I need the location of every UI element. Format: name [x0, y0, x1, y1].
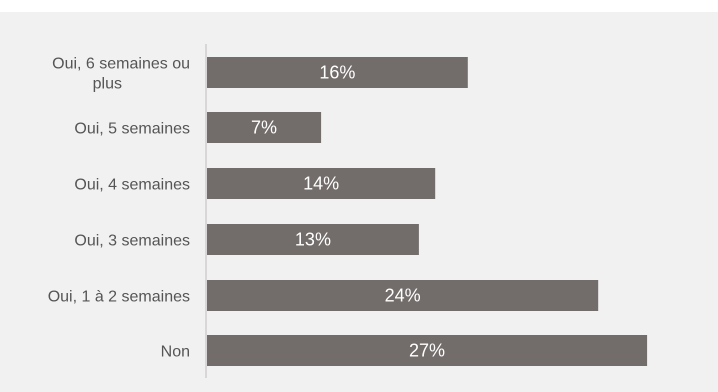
- category-label: Oui, 3 semaines: [74, 233, 190, 250]
- bars-group: 16% 7% 14% 13% 24% 27%: [207, 57, 648, 366]
- bar-1: [207, 112, 322, 143]
- bar-value-label: 27%: [409, 341, 445, 361]
- category-labels-group: Oui, 6 semaines ou plus Oui, 5 semaines Oui…: [48, 56, 190, 361]
- category-label: Oui, 4 semaines: [74, 177, 190, 194]
- category-label: Oui, 6 semaines ou: [52, 56, 190, 73]
- bar-value-label: 16%: [319, 63, 355, 83]
- bar-value-label: 24%: [385, 286, 421, 306]
- bar-3: [207, 224, 419, 255]
- bar-chart: 16% 7% 14% 13% 24% 27% Oui, 6 semaines ou plus…: [48, 44, 648, 378]
- bar-value-label: 7%: [251, 118, 277, 138]
- bar-4: [207, 280, 599, 311]
- bar-value-label: 14%: [303, 174, 339, 194]
- category-label: Oui, 5 semaines: [74, 121, 190, 138]
- bar-value-label: 13%: [295, 230, 331, 250]
- category-label: plus: [93, 76, 122, 93]
- bar-2: [207, 168, 436, 199]
- category-label: Oui, 1 à 2 semaines: [48, 289, 190, 306]
- bar-5: [207, 335, 648, 366]
- bar-0: [207, 57, 468, 88]
- chart-panel: 16% 7% 14% 13% 24% 27% Oui, 6 semaines ou plus…: [0, 12, 718, 392]
- category-label: Non: [161, 344, 190, 361]
